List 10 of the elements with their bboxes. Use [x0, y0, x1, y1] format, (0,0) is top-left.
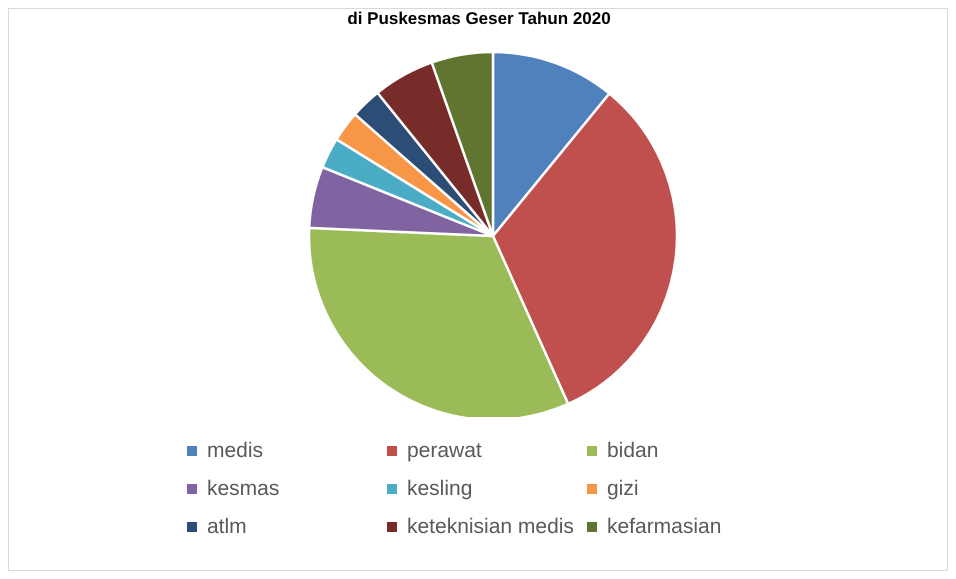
- chart-title: di Puskesmas Geser Tahun 2020: [346, 9, 612, 29]
- legend-label: bidan: [607, 439, 658, 463]
- legend-label: medis: [207, 439, 264, 463]
- legend-label: kefarmasian: [607, 515, 722, 539]
- legend-label: gizi: [607, 477, 639, 501]
- legend-label: kesmas: [207, 477, 280, 501]
- legend-label: keteknisian medis: [407, 515, 574, 539]
- legend-label: perawat: [407, 439, 482, 463]
- legend-label: kesling: [407, 477, 472, 501]
- legend-label: atlm: [207, 515, 247, 539]
